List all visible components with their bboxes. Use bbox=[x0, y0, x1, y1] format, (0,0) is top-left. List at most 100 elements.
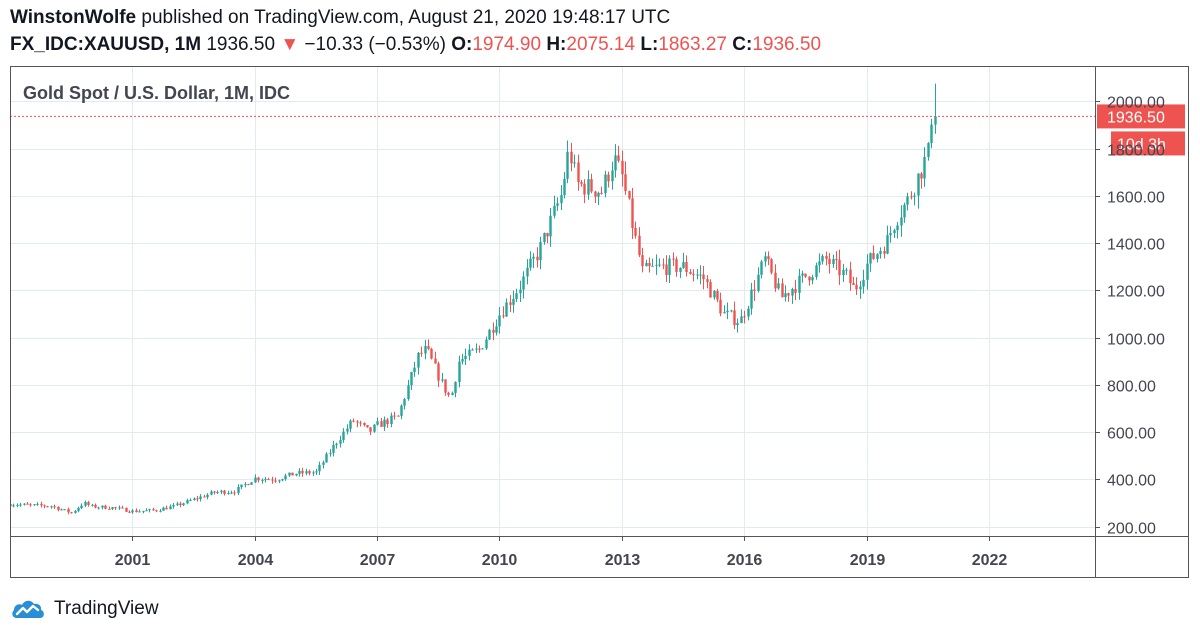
candle bbox=[444, 379, 447, 396]
candle-body bbox=[352, 420, 355, 422]
candle-body bbox=[791, 289, 794, 296]
candle bbox=[539, 236, 542, 270]
candle-body bbox=[495, 326, 498, 333]
candle bbox=[284, 473, 287, 481]
candle bbox=[19, 502, 22, 507]
candle bbox=[108, 506, 111, 510]
candle bbox=[77, 506, 80, 513]
candle-body bbox=[288, 472, 291, 476]
candle bbox=[369, 427, 372, 436]
author-name[interactable]: WinstonWolfe bbox=[10, 7, 137, 28]
candle bbox=[706, 275, 709, 289]
candle bbox=[590, 173, 593, 194]
candle-body bbox=[359, 422, 362, 424]
candle bbox=[509, 295, 512, 313]
candle bbox=[359, 420, 362, 427]
candle-body bbox=[335, 443, 338, 445]
candle-body bbox=[689, 272, 692, 274]
price-axis[interactable]: 200.00 400.00 600.00 800.00 1000.00 1200.00 14… bbox=[1095, 95, 1165, 538]
candle bbox=[781, 278, 784, 298]
candle-body bbox=[67, 509, 70, 513]
candle bbox=[505, 298, 508, 317]
time-axis[interactable]: 2001 2004 2007 2010 2013 2016 2019 2022 bbox=[115, 536, 1008, 569]
candle bbox=[329, 449, 332, 457]
candle bbox=[176, 501, 179, 507]
candle-body bbox=[648, 263, 651, 266]
candle-body bbox=[590, 179, 593, 192]
candle bbox=[380, 417, 383, 427]
candle-body bbox=[845, 269, 848, 271]
candle bbox=[393, 411, 396, 420]
candle bbox=[638, 227, 641, 258]
high-label: H: bbox=[546, 34, 567, 55]
candle bbox=[577, 154, 580, 191]
candle bbox=[532, 253, 535, 269]
candle bbox=[492, 322, 495, 341]
y-tick-label: 1800.00 bbox=[1107, 143, 1165, 160]
candle bbox=[838, 249, 841, 285]
candle bbox=[515, 288, 518, 302]
candle bbox=[556, 197, 559, 211]
candle-body bbox=[36, 503, 39, 505]
candle bbox=[335, 442, 338, 449]
candle bbox=[522, 271, 525, 299]
candle-body bbox=[927, 143, 930, 158]
candle-body bbox=[339, 440, 342, 444]
candle-body bbox=[349, 420, 352, 429]
candle bbox=[906, 192, 909, 211]
tradingview-brand[interactable]: TradingView bbox=[10, 596, 159, 622]
candle-body bbox=[855, 284, 858, 290]
candle bbox=[250, 482, 253, 485]
candle-body bbox=[461, 359, 464, 362]
candle-body bbox=[233, 492, 236, 494]
candle-body bbox=[108, 508, 111, 510]
publish-info: WinstonWolfe published on TradingView.co… bbox=[10, 7, 670, 29]
candle-body bbox=[94, 504, 97, 508]
high-value: 2075.14 bbox=[566, 34, 636, 55]
candle bbox=[169, 504, 172, 510]
candle-body bbox=[849, 269, 852, 284]
candle bbox=[227, 490, 230, 495]
chart-title: Gold Spot / U.S. Dollar, 1M, IDC bbox=[23, 83, 290, 103]
candle bbox=[230, 490, 233, 495]
candle-body bbox=[131, 510, 134, 513]
candles[interactable] bbox=[9, 83, 937, 515]
candle-body bbox=[662, 264, 665, 266]
candle bbox=[713, 289, 716, 300]
candle-body bbox=[257, 477, 260, 481]
candle-body bbox=[16, 505, 19, 507]
candle-body bbox=[573, 162, 576, 164]
candle bbox=[91, 503, 94, 507]
candle bbox=[692, 269, 695, 282]
candle-body bbox=[172, 505, 175, 507]
candle bbox=[471, 348, 474, 351]
chart-container[interactable]: 1936.50 10d 3h Gold Spot / U.S. Dollar, 1… bbox=[9, 66, 1189, 578]
y-tick-label: 800.00 bbox=[1107, 379, 1156, 396]
candle bbox=[403, 397, 406, 410]
candle bbox=[390, 412, 393, 428]
candle bbox=[736, 318, 739, 333]
candle bbox=[138, 509, 141, 513]
candle bbox=[193, 497, 196, 501]
candle-body bbox=[917, 173, 920, 196]
candle bbox=[36, 502, 39, 506]
candle bbox=[760, 259, 763, 279]
grid bbox=[10, 66, 1095, 536]
candle-body bbox=[713, 290, 716, 298]
candle bbox=[165, 505, 168, 510]
candle bbox=[600, 186, 603, 195]
y-tick-label: 1400.00 bbox=[1107, 237, 1165, 254]
candle bbox=[757, 267, 760, 293]
candle-body bbox=[74, 510, 77, 513]
price-chart[interactable]: 1936.50 10d 3h Gold Spot / U.S. Dollar, 1… bbox=[9, 66, 1189, 578]
candle-body bbox=[390, 415, 393, 425]
candle-body bbox=[502, 315, 505, 317]
last-price-tag bbox=[1097, 104, 1185, 129]
candle bbox=[26, 502, 29, 505]
candle-body bbox=[186, 500, 189, 504]
x-tick-label: 2001 bbox=[115, 552, 151, 569]
open-value: 1974.90 bbox=[472, 34, 542, 55]
publish-text: published on TradingView.com, August 21,… bbox=[136, 7, 671, 28]
candle bbox=[580, 179, 583, 187]
candle bbox=[767, 251, 770, 266]
